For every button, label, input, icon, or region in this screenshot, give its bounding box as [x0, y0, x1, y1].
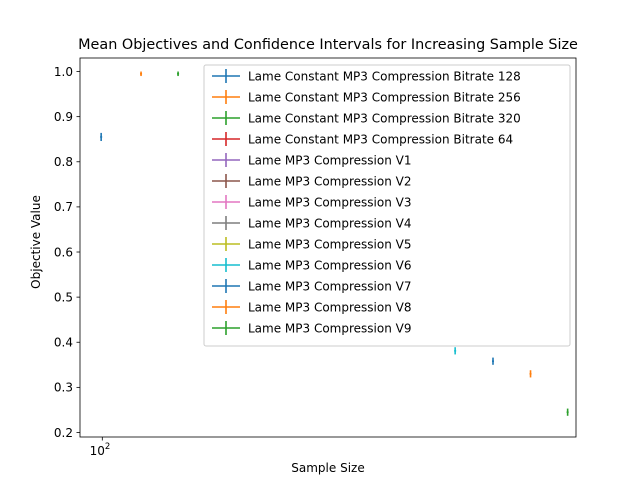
legend-label: Lame MP3 Compression V5: [248, 238, 412, 252]
x-axis-label: Sample Size: [291, 461, 364, 475]
legend-entry: Lame Constant MP3 Compression Bitrate 32…: [212, 111, 521, 126]
legend-entry: Lame MP3 Compression V7: [212, 279, 412, 294]
legend: Lame Constant MP3 Compression Bitrate 12…: [203, 64, 571, 347]
y-tick-label: 0.7: [54, 200, 73, 214]
legend-label: Lame MP3 Compression V3: [248, 196, 412, 210]
legend-entry: Lame Constant MP3 Compression Bitrate 64: [212, 132, 513, 147]
x-tick-label: 102: [90, 442, 111, 458]
y-tick-label: 0.5: [54, 290, 73, 304]
legend-label: Lame MP3 Compression V7: [248, 280, 412, 294]
legend-label: Lame Constant MP3 Compression Bitrate 25…: [248, 91, 521, 105]
y-tick-label: 0.6: [54, 245, 73, 259]
y-tick-label: 0.9: [54, 110, 73, 124]
legend-label: Lame MP3 Compression V4: [248, 217, 412, 231]
legend-label: Lame Constant MP3 Compression Bitrate 32…: [248, 112, 521, 126]
chart-title: Mean Objectives and Confidence Intervals…: [78, 37, 578, 53]
legend-label: Lame MP3 Compression V1: [248, 154, 412, 168]
y-axis-ticks: 0.2 0.3 0.4 0.5 0.6 0.7 0.8 0.9 1.0: [54, 65, 80, 440]
legend-box: [203, 64, 571, 347]
x-tick-base: 10: [90, 444, 105, 458]
legend-entry: Lame MP3 Compression V3: [212, 195, 412, 210]
y-tick-label: 1.0: [54, 65, 73, 79]
y-tick-label: 0.4: [54, 336, 73, 350]
y-axis-label: Objective Value: [29, 195, 43, 289]
legend-label: Lame MP3 Compression V9: [248, 322, 412, 336]
legend-entry: Lame Constant MP3 Compression Bitrate 25…: [212, 90, 521, 105]
legend-label: Lame Constant MP3 Compression Bitrate 64: [248, 133, 513, 147]
legend-entry: Lame MP3 Compression V6: [212, 258, 412, 273]
legend-label: Lame MP3 Compression V8: [248, 301, 412, 315]
legend-entry: Lame MP3 Compression V8: [212, 300, 412, 315]
legend-label: Lame Constant MP3 Compression Bitrate 12…: [248, 70, 521, 84]
legend-entry: Lame MP3 Compression V1: [212, 153, 412, 168]
x-tick-exponent: 2: [105, 442, 110, 452]
x-axis-ticks: 102: [90, 437, 111, 458]
legend-entry: Lame MP3 Compression V9: [212, 321, 412, 336]
y-tick-label: 0.8: [54, 155, 73, 169]
legend-entry: Lame Constant MP3 Compression Bitrate 12…: [212, 69, 521, 84]
legend-entry: Lame MP3 Compression V4: [212, 216, 412, 231]
y-tick-label: 0.2: [54, 426, 73, 440]
y-tick-label: 0.3: [54, 381, 73, 395]
legend-entry: Lame MP3 Compression V2: [212, 174, 412, 189]
legend-label: Lame MP3 Compression V6: [248, 259, 412, 273]
legend-entry: Lame MP3 Compression V5: [212, 237, 412, 252]
legend-label: Lame MP3 Compression V2: [248, 175, 412, 189]
axes-frame: [79, 57, 577, 438]
